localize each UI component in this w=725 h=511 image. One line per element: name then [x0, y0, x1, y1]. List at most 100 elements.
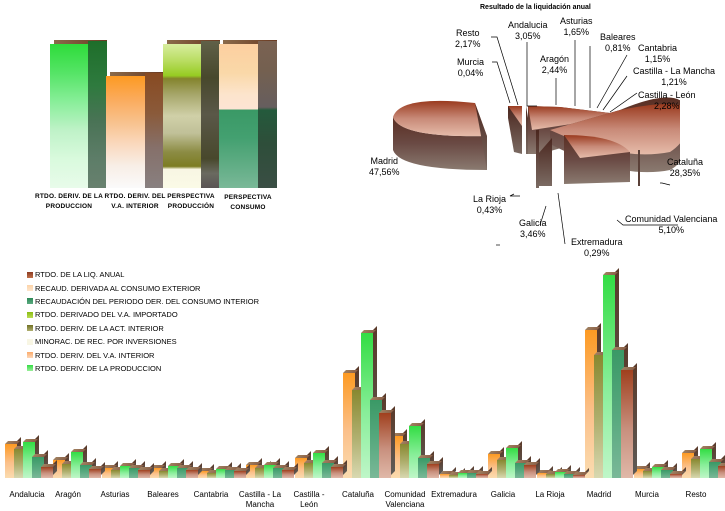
- pie-label-murcia: Murcia 0,04%: [457, 57, 485, 78]
- bar: [379, 406, 395, 478]
- category-label-galicia: Galicia: [490, 490, 516, 499]
- legend-item: RTDO. DERIV. DE LA PRODUCCION: [27, 362, 259, 375]
- pie-graphic: [393, 97, 680, 188]
- bar: [198, 464, 214, 478]
- pie-title: Resultado de la liquidación anual: [480, 4, 591, 11]
- category-label-andalucia: Andalucia: [9, 490, 45, 499]
- legend-item: RTDO. DE LA LIQ. ANUAL: [27, 268, 259, 281]
- bar: [186, 463, 202, 478]
- category-label-resto: Resto: [685, 490, 707, 499]
- bar: [718, 463, 725, 478]
- pie-label-cataluna: Cataluña 28,35%: [667, 157, 704, 178]
- column-perspectiva-consumo: [219, 40, 277, 188]
- bar: [546, 467, 562, 478]
- legend-item: RTDO. DERIV. DE LA ACT. INTERIOR: [27, 322, 259, 335]
- pie-label-comunidad-valenciana: Comunidad Valenciana 5,10%: [625, 214, 718, 235]
- category-label-madrid: Madrid: [586, 490, 612, 499]
- category-label-cataluna: Cataluña: [341, 490, 375, 499]
- bar: [652, 460, 668, 478]
- category-label-comunidad-valenciana: Comunidad Valenciana: [384, 490, 426, 509]
- pie-label-castilla-la-mancha: Castilla - La Mancha 1,21%: [633, 66, 716, 87]
- column-label-va-interior: RTDO. DERIV. DEL V.A. INTERIOR: [104, 193, 166, 210]
- bar: [273, 461, 289, 478]
- legend-item: MINORAC. DE REC. POR INVERSIONES: [27, 335, 259, 348]
- bar: [129, 461, 145, 478]
- bar: [89, 462, 105, 478]
- bar: [643, 464, 659, 478]
- column-label-produccion: RTDO. DERIV. DE LA PRODUCCION: [34, 193, 103, 210]
- legend: RTDO. DE LA LIQ. ANUAL RECAUD. DERIVADA …: [27, 268, 259, 375]
- bar: [661, 463, 677, 478]
- bar: [621, 363, 637, 478]
- category-label-baleares: Baleares: [147, 490, 179, 499]
- bar: [111, 463, 127, 478]
- bar: [41, 460, 57, 478]
- pie-slice-lower-regions: [536, 130, 640, 188]
- category-label-cantabria: Cantabria: [193, 490, 229, 499]
- bar: [440, 467, 456, 478]
- bar: [427, 457, 443, 478]
- bar: [537, 466, 553, 478]
- legend-item: RECAUD. DERIVADA AL CONSUMO EXTERIOR: [27, 281, 259, 294]
- legend-swatch-icon: [27, 271, 33, 278]
- bar: [207, 466, 223, 478]
- column-va-interior: [106, 72, 163, 188]
- category-label-castilla-la-mancha: Castilla - La Mancha: [238, 490, 282, 509]
- bar: [102, 461, 118, 478]
- legend-swatch-icon: [27, 298, 33, 305]
- pie-slice-resto: [508, 106, 522, 154]
- bar: [670, 467, 686, 478]
- pie-label-aragon: Aragón 2,44%: [540, 54, 570, 75]
- pie-label-cantabria: Cantabria 1,15%: [638, 43, 678, 64]
- bar: [467, 466, 483, 478]
- bar: [458, 466, 474, 478]
- pie-label-galicia: Galicia 3,46%: [519, 218, 547, 239]
- pie-leader-lines: [491, 36, 678, 246]
- bar: [564, 467, 580, 478]
- pie-label-castilla-leon: Castilla - León 2,28%: [638, 90, 696, 111]
- bar: [138, 463, 154, 478]
- category-label-murcia: Murcia: [634, 490, 659, 499]
- bar: [234, 464, 250, 478]
- bar: [255, 461, 271, 478]
- pie-label-baleares: Baleares 0,81%: [600, 32, 636, 53]
- category-label-asturias: Asturias: [100, 490, 130, 499]
- legend-swatch-icon: [27, 352, 33, 359]
- legend-swatch-icon: [27, 285, 33, 292]
- bar: [476, 467, 492, 478]
- pie-label-asturias: Asturias 1,65%: [560, 16, 593, 37]
- bar: [555, 465, 571, 478]
- bar: [282, 463, 298, 478]
- column-perspectiva-produccion: [163, 40, 220, 188]
- legend-swatch-icon: [27, 311, 33, 318]
- legend-item: RTDO. DERIV. DEL V.A. INTERIOR: [27, 348, 259, 361]
- category-label-la-rioja: La Rioja: [535, 490, 565, 499]
- column-label-perspectiva-produccion: PERSPECTIVA PRODUCCIÓN: [167, 193, 215, 210]
- category-label-extremadura: Extremadura: [431, 490, 477, 499]
- pie-label-andalucia: Andalucia 3,05%: [508, 20, 548, 41]
- pie-slice-madrid: [393, 100, 487, 170]
- pie-label-la-rioja: La Rioja 0,43%: [473, 194, 507, 215]
- category-label-aragon: Aragón: [55, 490, 81, 499]
- column-label-perspectiva-consumo: PERSPECTIVA CONSUMO: [224, 194, 272, 211]
- pie-label-resto: Resto 2,17%: [455, 28, 481, 49]
- legend-swatch-icon: [27, 365, 33, 372]
- pie-label-extremadura: Extremadura 0,29%: [571, 237, 623, 258]
- legend-swatch-icon: [27, 338, 33, 345]
- bar: [150, 461, 166, 478]
- legend-item: RTDO. DERIVADO DEL V.A. IMPORTADO: [27, 308, 259, 321]
- legend-item: RECAUDACIÓN DEL PERIODO DER. DEL CONSUMO…: [27, 295, 259, 308]
- column-produccion: [50, 40, 107, 188]
- bar: [225, 463, 241, 478]
- legend-swatch-icon: [27, 325, 33, 332]
- bar: [159, 464, 175, 478]
- bar: [634, 462, 650, 478]
- bar: [331, 460, 347, 478]
- bar: [216, 462, 232, 478]
- pie-label-madrid: Madrid 47,56%: [369, 156, 400, 177]
- category-label-castilla-leon: Castilla - León: [293, 490, 325, 509]
- bar: [524, 458, 540, 478]
- bar: [177, 461, 193, 478]
- bar: [449, 468, 465, 478]
